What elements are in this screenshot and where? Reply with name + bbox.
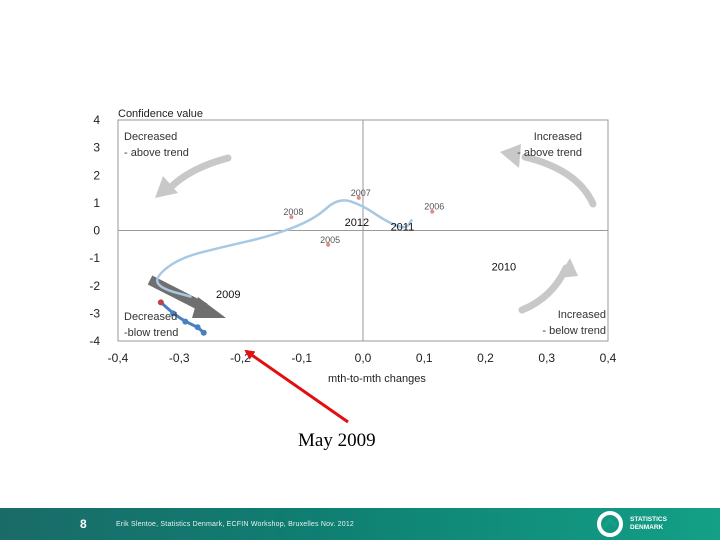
- x-tick-label: 0,1: [416, 351, 433, 365]
- year-marker-2: [289, 215, 294, 220]
- quadrant-label-bottom-right: Increased: [558, 309, 606, 321]
- year-label: 2008: [283, 207, 303, 217]
- quadrant-label-top-right: - above trend: [517, 147, 582, 159]
- year-label: 2007: [351, 188, 371, 198]
- series-point-1-1: [170, 310, 177, 317]
- year-marker-1: [430, 209, 435, 214]
- footer-bar: 8 Erik Slentoe, Statistics Denmark, ECFI…: [0, 508, 720, 540]
- page-number: 8: [80, 517, 87, 531]
- y-tick-label: -4: [89, 334, 100, 348]
- x-tick-label: 0,3: [538, 351, 555, 365]
- x-tick-label: 0,0: [355, 351, 372, 365]
- footer-credit: Erik Slentoe, Statistics Denmark, ECFIN …: [116, 521, 355, 528]
- x-tick-label: 0,2: [477, 351, 494, 365]
- x-tick-label: 0,4: [600, 351, 617, 365]
- plot-frame: [117, 119, 609, 342]
- year-marker-0: [356, 195, 361, 200]
- y-tick-label: -2: [89, 279, 100, 293]
- quadrant-label-top-right: Increased: [534, 131, 582, 143]
- year-label-bold: 2010: [492, 261, 516, 273]
- quadrant-label-top-left: Decreased: [124, 131, 177, 143]
- year-label-bold: 2012: [345, 217, 369, 229]
- arrow-top-left-shaft: [166, 154, 232, 192]
- y-tick-label: 1: [93, 196, 100, 210]
- x-tick-label: -0,1: [291, 351, 312, 365]
- annotation-arrow-group: [244, 349, 349, 424]
- y-tick-label: -3: [89, 306, 100, 320]
- year-label: 2006: [424, 202, 444, 212]
- arrow-top-left: [155, 154, 232, 198]
- quadrant-label-top-left: - above trend: [124, 147, 189, 159]
- statistics-denmark-logo: STATISTICS DENMARK: [596, 510, 696, 538]
- arrow-bottom-right-shaft: [518, 264, 570, 314]
- y-tick-label: 3: [93, 141, 100, 155]
- series-group: [155, 195, 435, 336]
- quadrant-label-bottom-left: Decreased: [124, 311, 177, 323]
- year-label-bold: 2009: [216, 289, 240, 301]
- arrow-top-left-head: [155, 176, 178, 198]
- tick-labels: -0,4 -0,3 -0,2 -0,1 0,0 0,1 0,2 0,3 0,443210-1-2…: [89, 113, 616, 365]
- x-tick-label: -0,3: [169, 351, 190, 365]
- series-point-1-4: [200, 329, 207, 336]
- series-point-1-3: [194, 324, 201, 331]
- arrow-bottom-left-head: [192, 297, 226, 318]
- x-axis-label: mth-to-mth changes: [328, 373, 426, 385]
- year-marker-3: [326, 242, 331, 247]
- arrow-bottom-right-head: [558, 258, 578, 278]
- y-tick-label: -1: [89, 251, 100, 265]
- logo-line-1: STATISTICS: [630, 516, 667, 523]
- annotation-arrow: [244, 349, 349, 424]
- y-tick-label: 2: [93, 168, 100, 182]
- chart-labels: Confidence value mth-to-mth changes Decrea…: [118, 108, 606, 385]
- series-line-0: [155, 199, 414, 299]
- logo-swirl-icon: [597, 511, 623, 537]
- quadrant-label-bottom-left: -blow trend: [124, 327, 178, 339]
- series-point-1-0: [157, 299, 164, 306]
- arrow-bottom-right: [518, 258, 578, 314]
- y-tick-label: 4: [93, 113, 100, 127]
- chart-title: Confidence value: [118, 108, 203, 120]
- arrow-top-right-shaft: [521, 153, 597, 208]
- year-label-bold: 2011: [391, 221, 415, 233]
- year-label: 2005: [320, 235, 340, 245]
- x-tick-label: -0,4: [108, 351, 129, 365]
- arrow-top-right: [500, 144, 597, 208]
- quadrant-label-bottom-right: - below trend: [542, 325, 606, 337]
- logo-wordmark: STATISTICS DENMARK: [630, 516, 667, 532]
- y-tick-label: 0: [93, 224, 100, 238]
- annotation-label: May 2009: [298, 430, 376, 451]
- arrow-top-right-head: [500, 144, 521, 168]
- logo-line-2: DENMARK: [630, 524, 664, 531]
- series-point-1-2: [182, 318, 189, 325]
